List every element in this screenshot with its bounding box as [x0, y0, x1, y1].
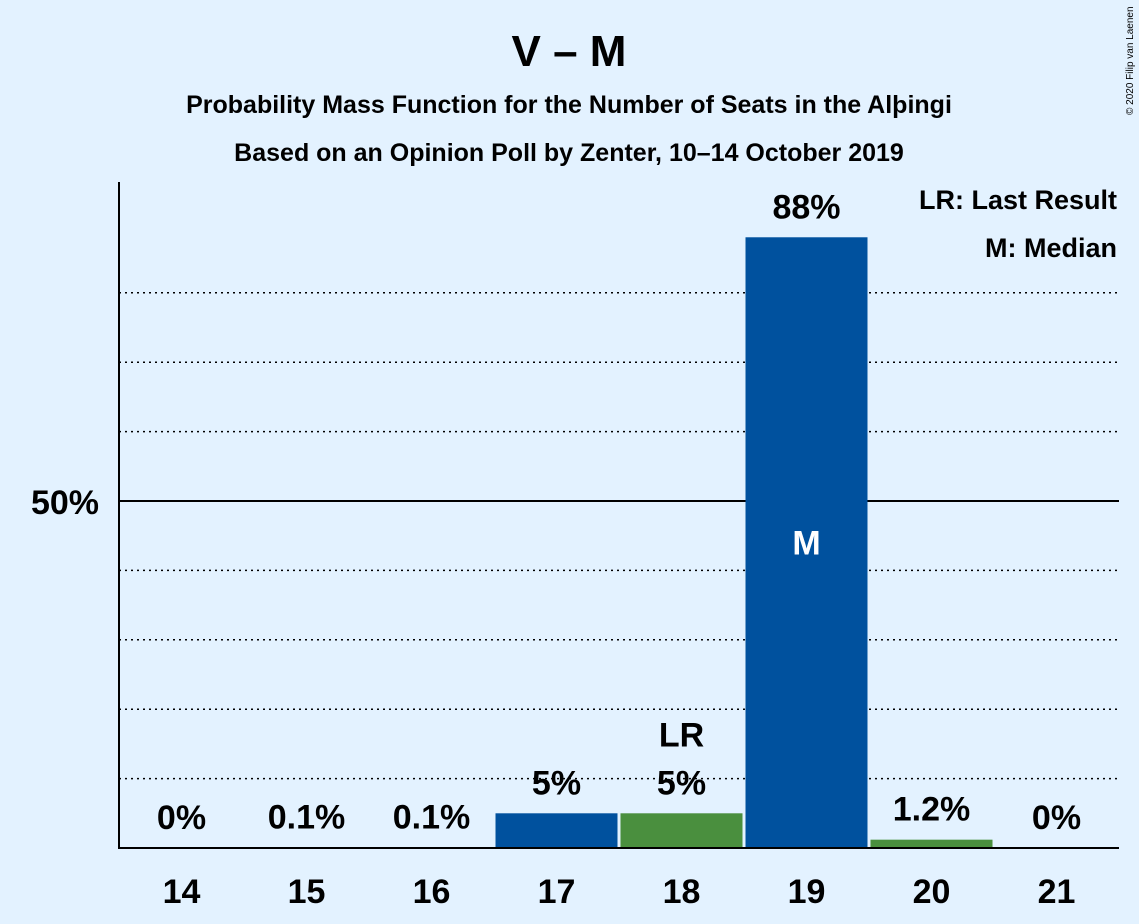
- x-tick-label-20: 20: [913, 873, 951, 911]
- x-tick-label-19: 19: [788, 873, 826, 911]
- value-labels: 0% 0.1% 0.1% 5% 5% LR 88% M 1.2% 0%: [157, 188, 1081, 837]
- x-tick-label-16: 16: [413, 873, 451, 911]
- bar-20: [870, 839, 993, 848]
- y-tick-label-50: 50%: [31, 484, 99, 522]
- value-label-18: 5%: [657, 764, 706, 802]
- last-result-marker: LR: [659, 716, 704, 754]
- gridlines: [119, 292, 1119, 780]
- chart-subtitle-1: Probability Mass Function for the Number…: [186, 91, 952, 119]
- x-tick-labels: 14 15 16 17 18 19 20 21: [163, 873, 1076, 911]
- value-label-20: 1.2%: [893, 791, 971, 829]
- x-tick-label-21: 21: [1038, 873, 1076, 911]
- value-label-16: 0.1%: [393, 798, 471, 836]
- value-label-14: 0%: [157, 799, 206, 837]
- x-tick-label-14: 14: [163, 873, 201, 911]
- legend-last-result: LR: Last Result: [919, 185, 1117, 215]
- bar-18: [620, 813, 743, 848]
- x-tick-label-17: 17: [538, 873, 576, 911]
- value-label-15: 0.1%: [268, 798, 346, 836]
- median-marker: M: [792, 525, 820, 563]
- chart-subtitle-2: Based on an Opinion Poll by Zenter, 10–1…: [234, 139, 904, 167]
- chart-title: V – M: [512, 27, 627, 76]
- legend-median: M: Median: [985, 233, 1117, 263]
- x-tick-label-15: 15: [288, 873, 326, 911]
- copyright-note: © 2020 Filip van Laenen: [1125, 6, 1136, 115]
- bars: [245, 237, 993, 848]
- value-label-19: 88%: [772, 188, 840, 226]
- bar-19: [745, 237, 868, 848]
- value-label-21: 0%: [1032, 799, 1081, 837]
- x-tick-label-18: 18: [663, 873, 701, 911]
- bar-17: [495, 813, 618, 848]
- value-label-17: 5%: [532, 764, 581, 802]
